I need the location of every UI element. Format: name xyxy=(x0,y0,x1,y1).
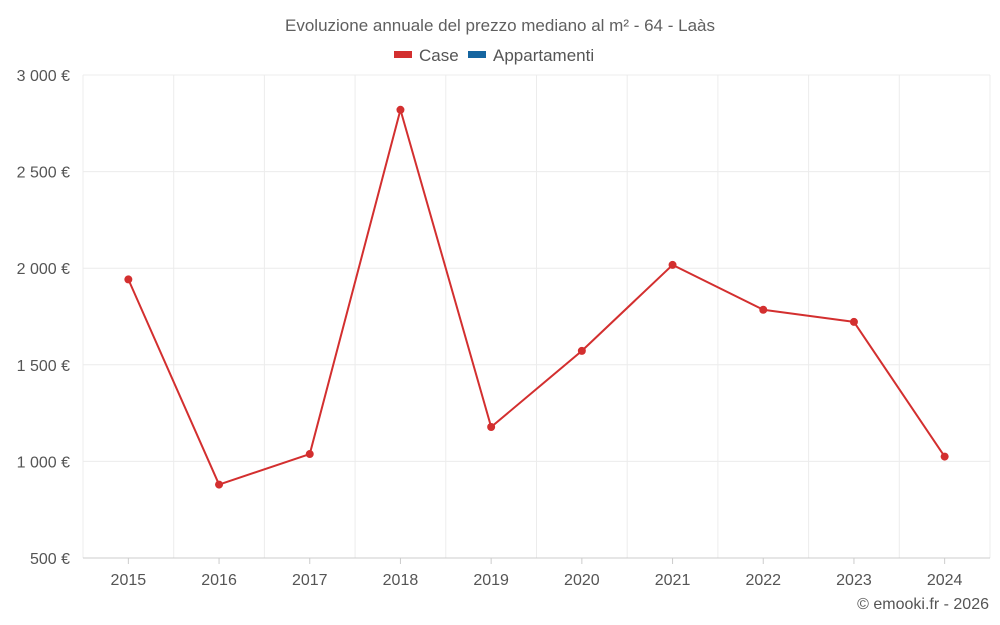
grid xyxy=(82,74,991,559)
x-tick-label: 2024 xyxy=(927,572,963,589)
legend[interactable]: Case Appartamenti xyxy=(394,46,594,65)
chart-title: Evoluzione annuale del prezzo mediano al… xyxy=(285,16,715,35)
data-point[interactable] xyxy=(124,275,133,284)
legend-item-case[interactable]: Case xyxy=(394,46,459,65)
x-tick-label: 2021 xyxy=(655,572,691,589)
data-point[interactable] xyxy=(215,480,224,489)
x-axis: 2015 2016 2017 2018 2019 2020 2021 2022 2023 2024 xyxy=(83,557,990,589)
data-point[interactable] xyxy=(487,423,496,432)
data-point[interactable] xyxy=(305,450,314,459)
legend-label-appartamenti: Appartamenti xyxy=(493,46,594,65)
data-point[interactable] xyxy=(668,260,677,269)
data-point[interactable] xyxy=(759,305,768,314)
x-tick-label: 2018 xyxy=(383,572,419,589)
x-tick-label: 2023 xyxy=(836,572,872,589)
legend-swatch-case xyxy=(394,51,412,58)
y-tick-label: 500 € xyxy=(30,551,70,568)
x-tick-label: 2022 xyxy=(745,572,781,589)
series-line-case xyxy=(127,108,946,486)
x-tick-label: 2019 xyxy=(473,572,509,589)
x-tick-label: 2016 xyxy=(201,572,237,589)
data-point[interactable] xyxy=(849,317,858,326)
data-point[interactable] xyxy=(396,105,405,114)
x-tick-label: 2020 xyxy=(564,572,600,589)
y-tick-label: 2 500 € xyxy=(17,165,70,182)
legend-label-case: Case xyxy=(419,46,459,65)
credit: © emooki.fr - 2026 xyxy=(857,596,989,613)
series-case xyxy=(124,105,949,489)
y-tick-label: 1 000 € xyxy=(17,454,70,471)
y-tick-label: 3 000 € xyxy=(17,68,70,85)
legend-item-appartamenti[interactable]: Appartamenti xyxy=(468,46,594,65)
y-tick-label: 1 500 € xyxy=(17,358,70,375)
x-tick-label: 2017 xyxy=(292,572,328,589)
x-tick-label: 2015 xyxy=(111,572,147,589)
y-tick-label: 2 000 € xyxy=(17,261,70,278)
data-point[interactable] xyxy=(577,346,586,355)
data-point[interactable] xyxy=(940,452,949,461)
legend-swatch-appartamenti xyxy=(468,51,486,58)
y-axis: 500 € 1 000 € 1 500 € 2 000 € 2 500 € 3 000 € xyxy=(17,68,70,568)
